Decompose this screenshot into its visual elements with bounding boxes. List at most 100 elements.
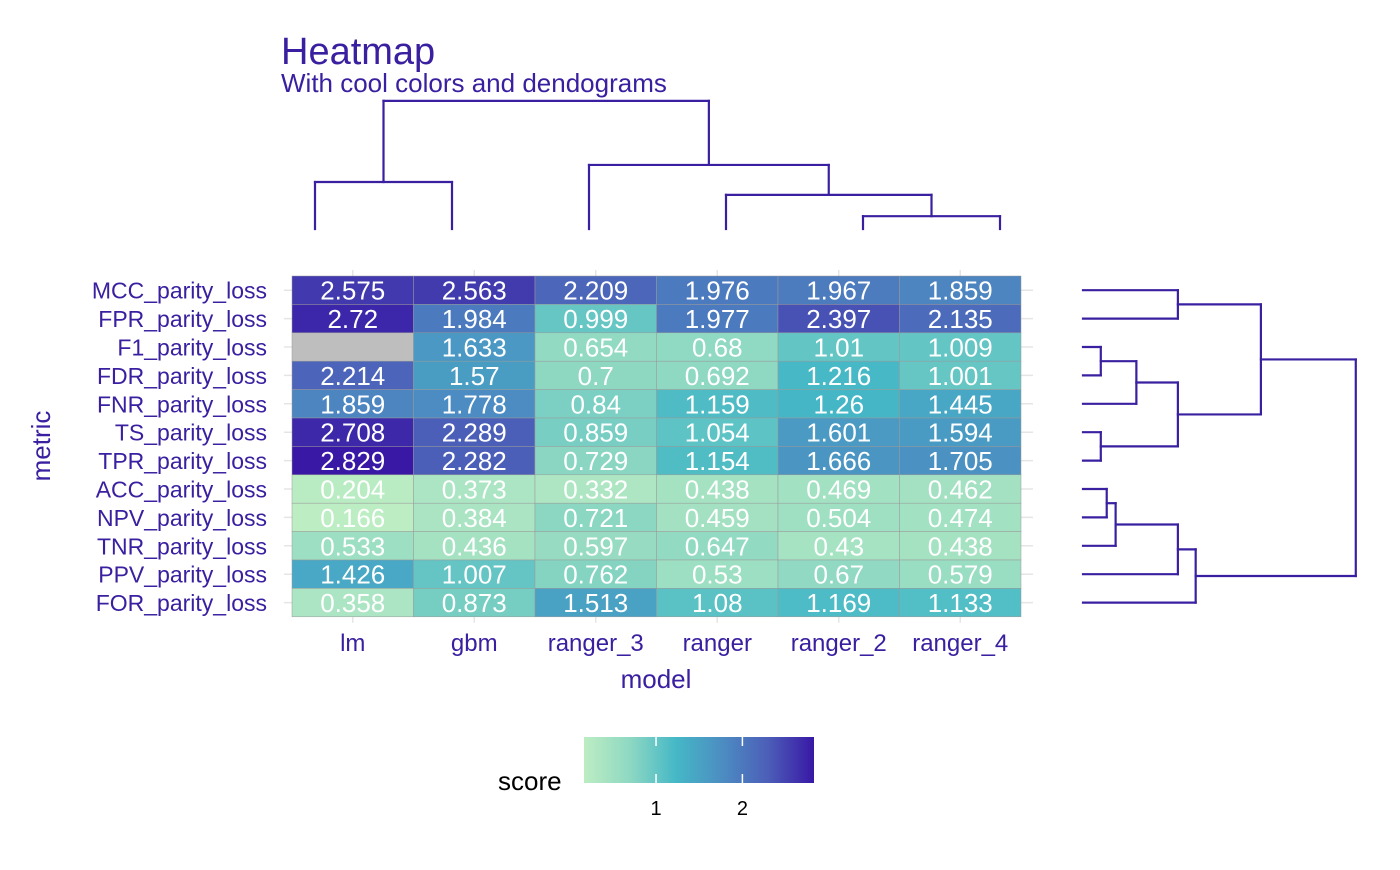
heatmap-cell (899, 502, 1022, 532)
heatmap-cell (777, 417, 900, 447)
cell-label: 1.445 (928, 389, 993, 419)
heatmap-cell (777, 275, 900, 305)
row-dendrogram (1081, 289, 1357, 604)
y-tick-label: NPV_parity_loss (97, 505, 267, 531)
heatmap-cell (656, 332, 779, 362)
cell-label: 0.84 (570, 389, 621, 419)
cell-label: 1.601 (806, 418, 871, 448)
cell-label: 0.438 (685, 475, 750, 505)
cell-label: 0.762 (563, 560, 628, 590)
heatmap-cell (777, 531, 900, 561)
heatmap-cell (534, 332, 657, 362)
cell-label: 1.154 (685, 446, 750, 476)
heatmap-cell (291, 531, 414, 561)
cell-label: 0.647 (685, 531, 750, 561)
cell-label: 2.563 (442, 276, 507, 306)
cell-label: 0.53 (692, 560, 743, 590)
cell-label: 0.533 (320, 531, 385, 561)
column-dendrogram (313, 99, 1002, 231)
y-tick-label: F1_parity_loss (117, 335, 267, 361)
x-tick-label: ranger_2 (791, 630, 887, 657)
heatmap-cell (656, 304, 779, 334)
heatmap-cell (777, 304, 900, 334)
heatmap-cell (534, 588, 657, 618)
cell-label: 1.216 (806, 361, 871, 391)
cell-label: 0.597 (563, 531, 628, 561)
y-tick-label: FOR_parity_loss (96, 590, 267, 616)
heatmap-cell (899, 531, 1022, 561)
heatmap-cell (413, 275, 536, 305)
heatmap-cell (291, 559, 414, 589)
cell-label: 1.666 (806, 446, 871, 476)
y-tick-label: ACC_parity_loss (96, 477, 267, 503)
heatmap-cell (534, 389, 657, 419)
cell-label: 0.469 (806, 475, 871, 505)
heatmap-cell (534, 304, 657, 334)
heatmap-cell (777, 332, 900, 362)
cell-label: 1.859 (320, 389, 385, 419)
cell-label: 0.729 (563, 446, 628, 476)
heatmap-cell (899, 332, 1022, 362)
cell-label: 0.68 (692, 333, 743, 363)
cell-label: 1.426 (320, 560, 385, 590)
heatmap-cell (777, 360, 900, 390)
x-tick-label: gbm (451, 630, 498, 657)
cell-label: 2.708 (320, 418, 385, 448)
cell-label: 0.654 (563, 333, 628, 363)
x-tick-label: ranger_4 (912, 630, 1008, 657)
y-tick-label: PPV_parity_loss (98, 562, 267, 588)
y-tick-label: FDR_parity_loss (97, 363, 267, 389)
cell-label: 0.358 (320, 588, 385, 618)
cell-label: 1.133 (928, 588, 993, 618)
cell-label: 2.397 (806, 304, 871, 334)
heatmap-cell (656, 446, 779, 476)
cell-label: 1.001 (928, 361, 993, 391)
cell-label: 1.977 (685, 304, 750, 334)
heatmap-cell (899, 474, 1022, 504)
cell-label: 0.579 (928, 560, 993, 590)
heatmap-cell (413, 446, 536, 476)
x-axis-label: model (621, 664, 692, 694)
heatmap-cell (291, 446, 414, 476)
cell-label: 0.504 (806, 503, 871, 533)
x-tick-label: ranger (683, 630, 752, 657)
cell-label: 0.7 (578, 361, 614, 391)
heatmap-cell (534, 531, 657, 561)
heatmap-cell (413, 389, 536, 419)
heatmap-cell (899, 304, 1022, 334)
cell-label: 0.438 (928, 531, 993, 561)
heatmap-cell (291, 304, 414, 334)
cell-label: 1.976 (685, 276, 750, 306)
y-axis-label: metric (26, 411, 56, 482)
heatmap-cell (413, 417, 536, 447)
heatmap-cell (656, 588, 779, 618)
x-axis-tick-labels: lm gbm ranger_3 ranger ranger_2 ranger_4 (340, 630, 1008, 657)
heatmap-cell (413, 332, 536, 362)
cell-label: 0.999 (563, 304, 628, 334)
heatmap-cell (899, 588, 1022, 618)
cell-label: 2.289 (442, 418, 507, 448)
cell-label: 1.967 (806, 276, 871, 306)
cell-label: 0.332 (563, 475, 628, 505)
cell-label: 1.705 (928, 446, 993, 476)
cell-label: 0.474 (928, 503, 993, 533)
chart-subtitle: With cool colors and dendograms (281, 68, 667, 98)
heatmap-cell (534, 275, 657, 305)
cell-label: 0.859 (563, 418, 628, 448)
cell-label: 1.169 (806, 588, 871, 618)
heatmap-cell (777, 474, 900, 504)
cell-label: 1.778 (442, 389, 507, 419)
cell-label: 1.054 (685, 418, 750, 448)
heatmap-cell (291, 417, 414, 447)
legend-tick-label: 1 (650, 798, 661, 820)
cell-label: 0.166 (320, 503, 385, 533)
x-tick-label: ranger_3 (548, 630, 644, 657)
heatmap-cell (656, 417, 779, 447)
heatmap-cell (899, 559, 1022, 589)
cell-label: 0.204 (320, 475, 385, 505)
heatmap-cell (291, 360, 414, 390)
